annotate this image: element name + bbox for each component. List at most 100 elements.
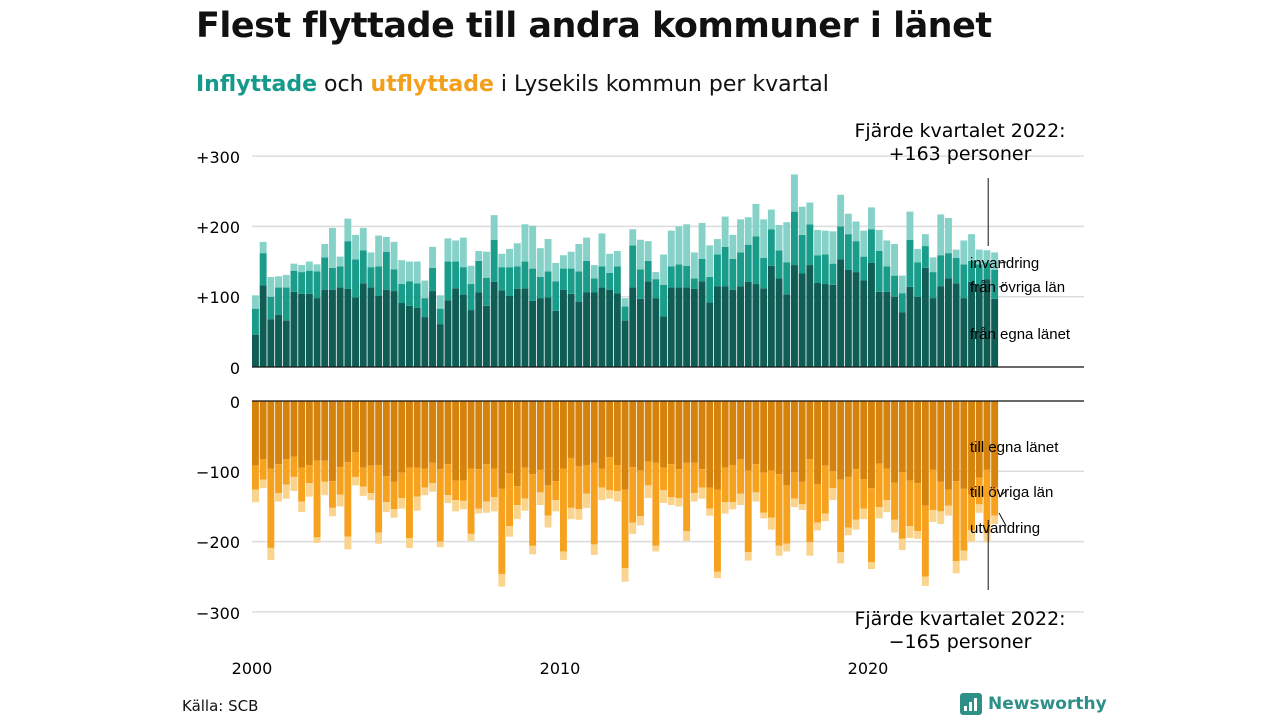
- bar-out-0-23: [429, 401, 436, 463]
- bar-in-2-92: [960, 240, 968, 265]
- bar-out-1-5: [290, 456, 298, 477]
- bar-in-0-48: [621, 320, 629, 367]
- bar-in-2-26: [452, 240, 460, 262]
- bar-out-0-81: [875, 401, 883, 464]
- bar-in-1-68: [775, 250, 783, 279]
- bar-in-0-69: [783, 294, 791, 367]
- bar-out-0-17: [382, 401, 390, 477]
- bar-out-0-9: [321, 401, 329, 461]
- bar-in-0-92: [960, 298, 968, 367]
- bar-in-1-63: [737, 252, 744, 287]
- bar-out-0-32: [498, 401, 506, 489]
- bar-in-2-48: [621, 298, 629, 307]
- bar-in-1-73: [814, 255, 821, 283]
- bar-in-1-50: [637, 269, 644, 299]
- bar-out-2-77: [844, 527, 852, 536]
- bar-out-2-90: [945, 505, 952, 516]
- bar-out-1-66: [760, 472, 768, 513]
- bar-out-1-38: [544, 485, 552, 516]
- bar-in-2-14: [359, 227, 367, 251]
- bar-in-0-73: [814, 282, 821, 367]
- bar-in-2-89: [937, 214, 945, 256]
- bar-out-2-69: [783, 543, 791, 552]
- bar-out-2-95: [983, 533, 991, 543]
- bar-out-1-89: [937, 481, 945, 512]
- bar-in-1-74: [821, 254, 829, 285]
- bar-out-1-0: [252, 465, 259, 490]
- bar-in-1-54: [667, 266, 675, 288]
- source-label: Källa: SCB: [182, 697, 259, 715]
- bar-out-0-38: [544, 401, 552, 486]
- bar-out-1-27: [459, 480, 467, 501]
- chart-title: Flest flyttade till andra kommuner i län…: [196, 6, 992, 46]
- bar-in-1-38: [544, 271, 552, 298]
- bar-in-0-81: [875, 291, 883, 367]
- bar-in-1-66: [760, 258, 768, 289]
- bar-in-1-69: [783, 262, 791, 295]
- bar-out-2-78: [852, 519, 860, 530]
- bar-out-2-71: [798, 504, 806, 510]
- bar-out-1-19: [398, 472, 406, 499]
- bar-in-1-61: [721, 246, 729, 287]
- legend-label-invandring: invandring: [970, 255, 1039, 272]
- bar-out-0-10: [329, 401, 336, 482]
- bar-in-0-41: [567, 293, 575, 367]
- bar-in-1-20: [406, 281, 413, 306]
- bar-out-1-34: [513, 486, 521, 506]
- bar-in-0-93: [968, 281, 975, 367]
- bar-in-2-82: [883, 240, 891, 267]
- bar-out-1-55: [675, 469, 683, 499]
- bar-in-1-19: [398, 284, 406, 304]
- bar-out-2-19: [398, 498, 406, 509]
- bar-out-1-88: [929, 469, 937, 510]
- bar-in-1-5: [290, 270, 298, 292]
- bar-in-1-49: [629, 245, 637, 288]
- bar-in-1-60: [714, 254, 721, 287]
- bar-in-2-10: [329, 227, 336, 268]
- bar-out-2-72: [806, 542, 814, 556]
- bar-in-1-87: [921, 246, 929, 268]
- bar-out-0-30: [483, 401, 490, 465]
- bar-in-2-70: [791, 174, 798, 212]
- bar-out-0-46: [606, 401, 614, 458]
- bar-in-1-89: [937, 255, 945, 287]
- bar-in-2-25: [444, 238, 452, 262]
- bar-in-1-8: [313, 271, 321, 299]
- bar-in-1-52: [652, 279, 660, 299]
- bar-in-2-57: [690, 252, 698, 279]
- bar-in-0-29: [475, 292, 483, 367]
- bar-in-0-42: [575, 301, 583, 367]
- bar-out-0-69: [783, 401, 791, 486]
- bar-in-0-82: [883, 291, 891, 367]
- bar-in-0-79: [860, 280, 868, 367]
- bar-out-1-86: [914, 483, 922, 532]
- bar-out-1-82: [883, 468, 891, 501]
- bar-in-2-2: [267, 277, 275, 297]
- bar-in-1-70: [791, 211, 798, 266]
- bar-out-0-5: [290, 401, 298, 457]
- bar-out-0-54: [667, 401, 675, 465]
- bar-out-0-2: [267, 401, 275, 469]
- bar-out-2-4: [282, 484, 290, 499]
- bar-in-1-65: [752, 236, 760, 285]
- bar-in-1-10: [329, 267, 336, 290]
- bar-in-2-91: [952, 249, 960, 259]
- bar-in-0-7: [305, 293, 313, 367]
- bar-out-0-91: [952, 401, 960, 482]
- bar-in-2-28: [467, 265, 475, 285]
- bar-in-0-39: [552, 310, 560, 367]
- bar-in-2-72: [806, 202, 814, 225]
- bar-out-1-65: [752, 464, 760, 493]
- bar-out-2-28: [467, 533, 475, 541]
- bar-out-0-65: [752, 401, 760, 465]
- bar-out-2-10: [329, 507, 336, 517]
- bar-out-0-83: [891, 401, 898, 483]
- bar-in-2-56: [683, 224, 691, 266]
- y-tick-lower-200: −200: [196, 533, 240, 552]
- y-tick-lower-300: −300: [196, 604, 240, 623]
- bar-out-0-74: [821, 401, 829, 466]
- bar-in-2-11: [336, 256, 344, 267]
- bar-out-0-40: [560, 401, 567, 469]
- bar-out-1-9: [321, 460, 329, 482]
- bar-in-2-90: [945, 217, 952, 254]
